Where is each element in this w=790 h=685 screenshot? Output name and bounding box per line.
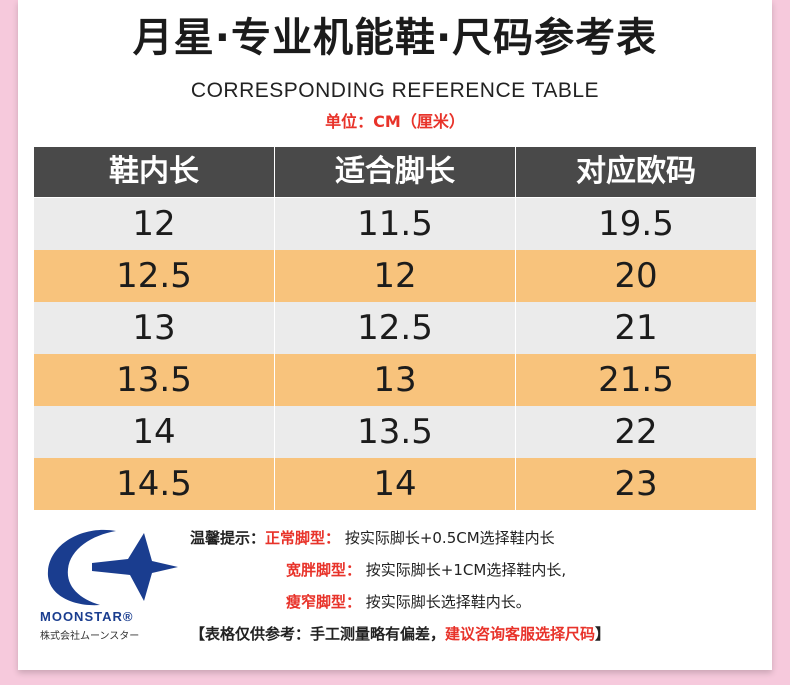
header-inner-length: 鞋内长 — [34, 147, 274, 197]
tip-label: 瘦窄脚型： — [286, 593, 362, 611]
cell-eu-size: 21.5 — [516, 354, 756, 406]
tip-label: 宽胖脚型： — [286, 561, 362, 579]
cell-inner-length: 12.5 — [34, 250, 274, 302]
size-table: 鞋内长 适合脚长 对应欧码 12 11.5 19.5 12.5 12 20 13… — [34, 147, 756, 510]
table-row: 13.5 13 21.5 — [34, 354, 756, 406]
header-eu-size: 对应欧码 — [516, 147, 756, 197]
table-row: 12.5 12 20 — [34, 250, 756, 302]
cell-foot-length: 12.5 — [275, 302, 515, 354]
table-header-row: 鞋内长 适合脚长 对应欧码 — [34, 147, 756, 197]
size-chart-card: 月星·专业机能鞋·尺码参考表 CORRESPONDING REFERENCE T… — [18, 0, 772, 670]
cell-eu-size: 23 — [516, 458, 756, 510]
page-title: 月星·专业机能鞋·尺码参考表 — [132, 15, 658, 61]
cell-inner-length: 13.5 — [34, 354, 274, 406]
brand-name: MOONSTAR® — [40, 609, 134, 624]
cell-inner-length: 14 — [34, 406, 274, 458]
tip-line-normal: 温馨提示：正常脚型： 按实际脚长+0.5CM选择鞋内长 — [190, 527, 555, 549]
reference-note: 【表格仅供参考：手工测量略有偏差，建议咨询客服选择尺码】 — [190, 623, 610, 645]
tip-line-narrow: 瘦窄脚型： 按实际脚长选择鞋内长。 — [286, 591, 531, 613]
moonstar-logo: MOONSTAR® 株式会社ムーンスター — [40, 523, 182, 663]
tip-line-wide: 宽胖脚型： 按实际脚长+1CM选择鞋内长, — [286, 559, 566, 581]
note-part3: 】 — [595, 625, 611, 643]
table-row: 14 13.5 22 — [34, 406, 756, 458]
tip-text: 按实际脚长选择鞋内长。 — [365, 593, 531, 611]
cell-eu-size: 20 — [516, 250, 756, 302]
brand-company: 株式会社ムーンスター — [40, 631, 140, 642]
cell-foot-length: 13 — [275, 354, 515, 406]
cell-foot-length: 11.5 — [275, 198, 515, 250]
cell-eu-size: 21 — [516, 302, 756, 354]
cell-inner-length: 12 — [34, 198, 274, 250]
cell-inner-length: 13 — [34, 302, 274, 354]
cell-eu-size: 22 — [516, 406, 756, 458]
cell-foot-length: 13.5 — [275, 406, 515, 458]
header-foot-length: 适合脚长 — [275, 147, 515, 197]
tip-label: 正常脚型： — [265, 529, 341, 547]
unit-label: 单位：CM（厘米） — [325, 112, 465, 131]
note-part1: 【表格仅供参考：手工测量略有偏差， — [190, 625, 446, 643]
cell-eu-size: 19.5 — [516, 198, 756, 250]
table-row: 14.5 14 23 — [34, 458, 756, 510]
moonstar-emblem-icon — [47, 529, 178, 606]
tips-prefix: 温馨提示： — [190, 529, 266, 547]
tip-text: 按实际脚长+0.5CM选择鞋内长 — [344, 529, 555, 547]
cell-inner-length: 14.5 — [34, 458, 274, 510]
table-row: 13 12.5 21 — [34, 302, 756, 354]
cell-foot-length: 14 — [275, 458, 515, 510]
cell-foot-length: 12 — [275, 250, 515, 302]
note-part2: 建议咨询客服选择尺码 — [445, 625, 596, 643]
tip-text: 按实际脚长+1CM选择鞋内长, — [365, 561, 567, 579]
page-subtitle: CORRESPONDING REFERENCE TABLE — [190, 79, 600, 102]
table-row: 12 11.5 19.5 — [34, 198, 756, 250]
